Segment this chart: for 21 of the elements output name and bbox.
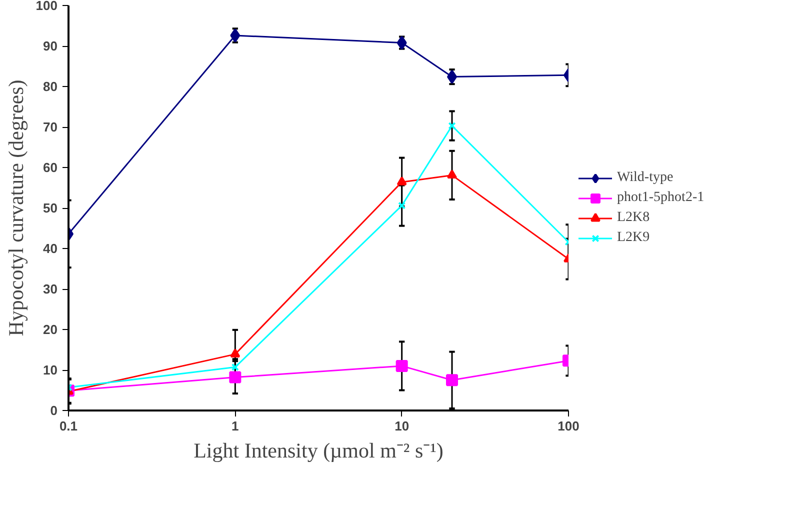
y-tick-label: 80: [43, 79, 58, 94]
y-tick-label: 70: [43, 120, 58, 134]
y-tick-label: 30: [43, 282, 58, 296]
y-tick-label: 0: [50, 403, 58, 418]
y-tick-label: 40: [43, 241, 58, 256]
y-tick-label: 50: [43, 200, 58, 216]
y-tick-label: 20: [43, 322, 58, 337]
x-tick-label: 0.1: [59, 418, 78, 434]
x-tick-label: 1: [232, 418, 239, 434]
legend-label: L2K9: [617, 230, 650, 246]
y-tick-label: 100: [36, 0, 58, 13]
legend-label: L2K8: [617, 210, 650, 226]
x-tick-label: 100: [558, 418, 580, 434]
y-axis-title: Hypocotyl curvature (degrees): [4, 80, 28, 336]
y-tick-label: 90: [43, 38, 58, 54]
legend-label: Wild-type: [617, 170, 674, 186]
y-tick-label: 60: [43, 160, 58, 175]
y-tick-label: 10: [43, 362, 58, 378]
x-axis-title: Light Intensity (µmol m⁻² s⁻¹): [194, 438, 444, 462]
x-tick-label: 10: [394, 418, 410, 434]
legend-label: phot1-5phot2-1: [617, 190, 704, 206]
